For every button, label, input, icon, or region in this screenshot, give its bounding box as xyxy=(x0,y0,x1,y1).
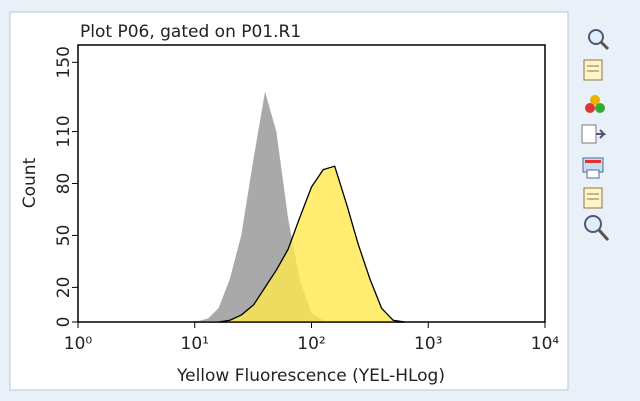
x-tick-label: 10⁴ xyxy=(531,334,560,354)
x-tick-label: 10⁰ xyxy=(64,334,93,354)
toolbar xyxy=(581,29,610,242)
color-button[interactable] xyxy=(585,95,605,113)
x-tick-label: 10³ xyxy=(414,334,442,354)
zoom-in-button[interactable] xyxy=(588,29,610,51)
y-tick-label: 150 xyxy=(54,46,74,78)
print-button[interactable] xyxy=(582,157,604,179)
series-layer xyxy=(194,91,406,323)
chart-title: Plot P06, gated on P01.R1 xyxy=(80,22,301,42)
y-tick-label: 20 xyxy=(54,277,74,299)
y-tick-label: 80 xyxy=(54,173,74,195)
y-tick-label: 50 xyxy=(54,225,74,247)
x-tick-label: 10² xyxy=(297,334,325,354)
area xyxy=(194,165,406,323)
area xyxy=(194,91,405,323)
report-button[interactable] xyxy=(583,187,603,209)
y-tick-label: 0 xyxy=(54,317,74,328)
export-button[interactable] xyxy=(581,124,607,144)
x-axis-label: Yellow Fluorescence (YEL-HLog) xyxy=(176,366,445,386)
copy-button[interactable] xyxy=(583,59,603,81)
zoom-out-button[interactable] xyxy=(584,215,610,242)
y-axis-label: Count xyxy=(20,157,40,208)
x-tick-label: 10¹ xyxy=(181,334,209,354)
y-tick-label: 110 xyxy=(54,115,74,147)
